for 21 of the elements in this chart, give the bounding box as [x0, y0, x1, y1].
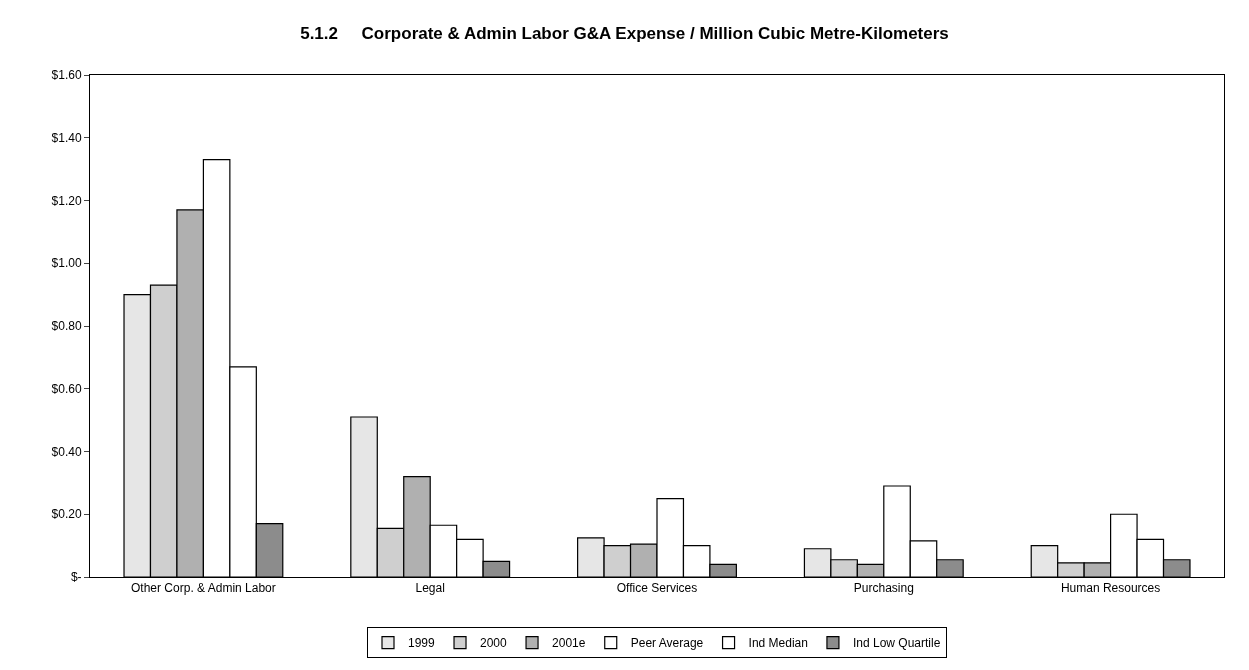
x-tick-label: Purchasing	[853, 581, 914, 596]
legend-label: Peer Average	[630, 636, 704, 651]
y-tick-label: $1.60	[51, 68, 82, 83]
x-tick-label: Office Services	[616, 581, 698, 596]
y-tick-label: $0.80	[51, 319, 82, 334]
y-tick-label: $1.20	[51, 193, 82, 208]
y-tick-label: $1.00	[51, 256, 82, 271]
legend-label: 1999	[408, 636, 436, 651]
y-tick-label: $0.60	[51, 381, 82, 396]
legend-label: 2001e	[552, 636, 586, 651]
x-tick-label: Legal	[415, 581, 445, 596]
legend-label: Ind Low Quartile	[852, 636, 941, 651]
y-tick-label: $-	[70, 570, 82, 585]
y-tick-label: $0.20	[51, 507, 82, 522]
legend-label: Ind Median	[748, 636, 808, 651]
y-tick-label: $0.40	[51, 444, 82, 459]
y-tick-label: $1.40	[51, 130, 82, 145]
chart-title: 5.1.2 Corporate & Admin Labor G&A Expense / Million Cubic Metre-Kilometers	[300, 23, 949, 43]
legend-label: 2000	[480, 636, 508, 651]
x-tick-label: Human Resources	[1060, 581, 1161, 596]
x-tick-label: Other Corp. & Admin Labor	[131, 581, 276, 596]
